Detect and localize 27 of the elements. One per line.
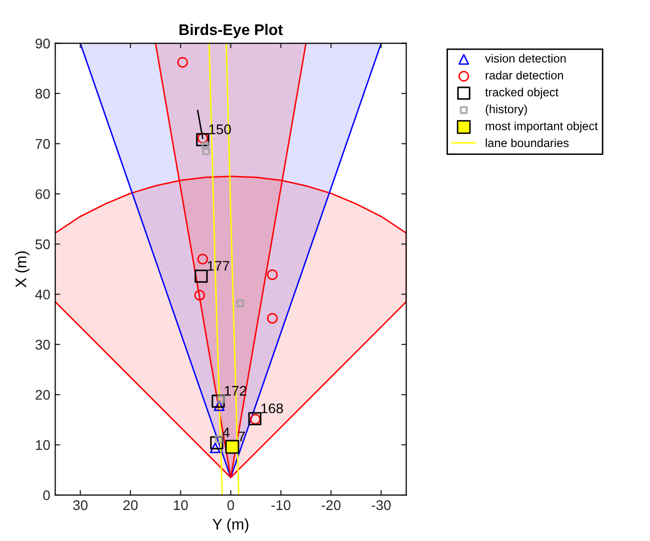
annotation: 168: [261, 403, 283, 414]
chart-title: Birds-Eye Plot: [180, 24, 283, 38]
y-tick-label: 0: [43, 490, 50, 500]
legend-label: radar detection: [486, 70, 564, 80]
x-tick-label: 10: [174, 500, 188, 510]
legend-label: tracked object: [485, 88, 558, 99]
y-tick-label: 70: [36, 139, 50, 149]
y-tick-label: 20: [36, 390, 50, 400]
y-tick-label: 30: [35, 340, 50, 350]
y-tick-label: 40: [35, 290, 50, 300]
legend-label: lane boundaries: [486, 138, 569, 148]
x-tick-label: 20: [123, 500, 138, 510]
legend-label: most important object: [486, 122, 598, 133]
x-tick-label: -20: [322, 500, 341, 510]
legend-label: vision detection: [485, 54, 566, 63]
x-tick-label: 30: [73, 500, 88, 510]
y-tick-label: 60: [36, 189, 50, 200]
y-axis-title: X (m): [15, 251, 30, 288]
y-tick-label: 50: [35, 239, 50, 250]
legend-label: (history): [486, 104, 527, 116]
x-tick-label: -10: [271, 500, 290, 510]
y-tick-label: 80: [36, 88, 50, 99]
y-tick-label: 90: [36, 38, 50, 48]
x-axis-title: Y (m): [212, 518, 248, 533]
y-tick-label: 10: [36, 440, 50, 450]
x-tick-label: -30: [372, 500, 391, 510]
x-tick-label: 0: [227, 500, 234, 510]
